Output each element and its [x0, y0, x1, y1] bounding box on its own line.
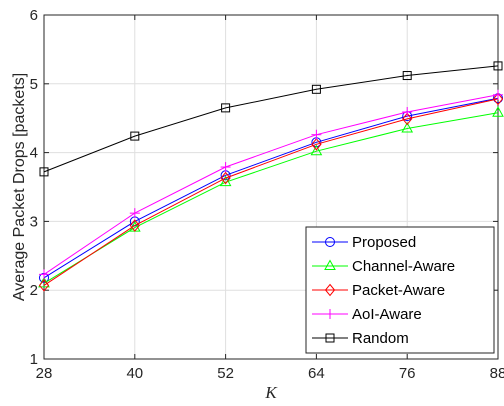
x-axis-title: K	[264, 383, 278, 402]
data-point-random	[311, 84, 321, 94]
y-tick-label: 4	[30, 145, 38, 162]
series-line-aoi-aware	[43, 94, 499, 275]
legend: Proposed Channel-Aware Packet-Aware AoI-Awa…	[305, 226, 495, 354]
series-line-packet-aware	[43, 98, 499, 286]
data-point-packet-aware	[402, 112, 413, 126]
data-point-random	[39, 167, 49, 177]
series-aoi-aware	[39, 89, 503, 280]
y-tick-label: 5	[30, 76, 38, 93]
legend-marker	[324, 283, 336, 297]
x-tick-label: 40	[126, 365, 143, 382]
data-point-channel-aware	[401, 121, 414, 133]
data-point-random	[493, 61, 503, 71]
data-point-packet-aware	[220, 171, 231, 185]
y-tick-label: 3	[30, 213, 38, 230]
data-point-aoi-aware	[220, 162, 231, 173]
legend-item-aoi-aware: AoI-Aware	[312, 306, 422, 323]
grid-lines	[44, 15, 498, 359]
legend-marker	[325, 333, 335, 343]
data-point-aoi-aware	[493, 89, 503, 100]
x-tick-label: 64	[308, 365, 325, 382]
legend-marker	[325, 309, 335, 319]
data-point-packet-aware	[129, 219, 140, 232]
legend-label: AoI-Aware	[352, 306, 422, 323]
data-point-packet-aware	[38, 279, 50, 292]
data-point-random	[130, 131, 140, 141]
legend-label: Channel-Aware	[352, 258, 455, 275]
legend-marker	[325, 237, 335, 247]
legend-label: Packet-Aware	[352, 282, 445, 299]
axis-ticks: 28 40 52 64 76 88 1 2 3 4 5 6	[30, 7, 504, 382]
data-point-channel-aware	[310, 144, 323, 156]
data-point-packet-aware	[311, 138, 322, 151]
data-point-random	[221, 103, 231, 113]
y-tick-label: 2	[30, 282, 38, 299]
data-point-aoi-aware	[402, 107, 413, 118]
data-point-aoi-aware	[311, 129, 322, 140]
x-tick-label: 52	[217, 365, 234, 382]
data-point-packet-aware	[492, 92, 504, 106]
series-packet-aware	[38, 92, 504, 292]
y-tick-label: 6	[30, 7, 38, 24]
data-point-random	[402, 71, 412, 81]
plot-area-frame	[43, 14, 499, 360]
y-tick-label: 1	[30, 351, 38, 368]
data-point-aoi-aware	[39, 269, 49, 280]
legend-label: Proposed	[352, 234, 416, 251]
legend-item-proposed: Proposed	[312, 234, 416, 251]
y-axis-title: Average Packet Drops [packets]	[11, 73, 28, 301]
series-random	[39, 61, 503, 177]
x-tick-label: 28	[36, 365, 53, 382]
data-point-aoi-aware	[129, 208, 140, 219]
series-layer	[38, 61, 504, 292]
x-tick-label: 76	[399, 365, 416, 382]
legend-label: Random	[352, 330, 409, 347]
legend-item-random: Random	[312, 330, 409, 347]
series-line-channel-aware	[43, 112, 499, 284]
x-tick-label: 88	[490, 365, 504, 382]
series-line-random	[43, 65, 499, 173]
legend-item-channel-aware: Channel-Aware	[312, 258, 455, 275]
data-point-channel-aware	[492, 106, 504, 117]
legend-item-packet-aware: Packet-Aware	[312, 282, 445, 299]
series-line-proposed	[43, 97, 499, 279]
legend-marker	[324, 259, 336, 270]
